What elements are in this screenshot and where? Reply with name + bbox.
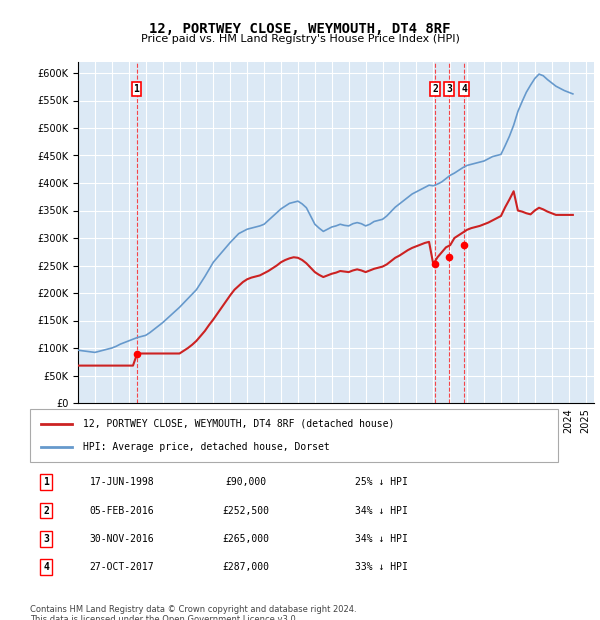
Point — [430, 259, 440, 269]
Text: 17-JUN-1998: 17-JUN-1998 — [89, 477, 154, 487]
Text: £252,500: £252,500 — [223, 505, 269, 515]
Text: £265,000: £265,000 — [223, 534, 269, 544]
Point — [132, 348, 142, 358]
Text: 12, PORTWEY CLOSE, WEYMOUTH, DT4 8RF: 12, PORTWEY CLOSE, WEYMOUTH, DT4 8RF — [149, 22, 451, 36]
Text: Price paid vs. HM Land Registry's House Price Index (HPI): Price paid vs. HM Land Registry's House … — [140, 34, 460, 44]
Text: £90,000: £90,000 — [226, 477, 266, 487]
Point — [444, 252, 454, 262]
Text: 4: 4 — [43, 562, 49, 572]
Text: 12, PORTWEY CLOSE, WEYMOUTH, DT4 8RF (detached house): 12, PORTWEY CLOSE, WEYMOUTH, DT4 8RF (de… — [83, 419, 394, 429]
Text: 25% ↓ HPI: 25% ↓ HPI — [355, 477, 407, 487]
Text: 27-OCT-2017: 27-OCT-2017 — [89, 562, 154, 572]
Text: Contains HM Land Registry data © Crown copyright and database right 2024.
This d: Contains HM Land Registry data © Crown c… — [30, 604, 356, 620]
Text: 30-NOV-2016: 30-NOV-2016 — [89, 534, 154, 544]
Point — [459, 240, 469, 250]
Text: 1: 1 — [134, 84, 139, 94]
Text: 3: 3 — [446, 84, 452, 94]
Text: 2: 2 — [43, 505, 49, 515]
Text: 05-FEB-2016: 05-FEB-2016 — [89, 505, 154, 515]
Text: 34% ↓ HPI: 34% ↓ HPI — [355, 534, 407, 544]
FancyBboxPatch shape — [30, 409, 558, 462]
Text: 3: 3 — [43, 534, 49, 544]
Text: £287,000: £287,000 — [223, 562, 269, 572]
Text: 1: 1 — [43, 477, 49, 487]
Text: HPI: Average price, detached house, Dorset: HPI: Average price, detached house, Dors… — [83, 442, 329, 452]
Text: 33% ↓ HPI: 33% ↓ HPI — [355, 562, 407, 572]
Text: 34% ↓ HPI: 34% ↓ HPI — [355, 505, 407, 515]
Text: 2: 2 — [432, 84, 438, 94]
Text: 4: 4 — [461, 84, 467, 94]
